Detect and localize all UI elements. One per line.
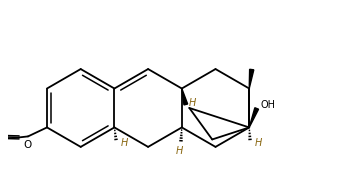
Text: H: H (176, 146, 184, 156)
Text: OH: OH (261, 100, 276, 110)
Text: O: O (24, 140, 32, 150)
Text: H: H (121, 138, 128, 148)
Text: H: H (189, 98, 197, 108)
Text: H: H (255, 138, 263, 148)
Polygon shape (249, 108, 259, 127)
Polygon shape (182, 89, 188, 105)
Polygon shape (249, 69, 254, 89)
